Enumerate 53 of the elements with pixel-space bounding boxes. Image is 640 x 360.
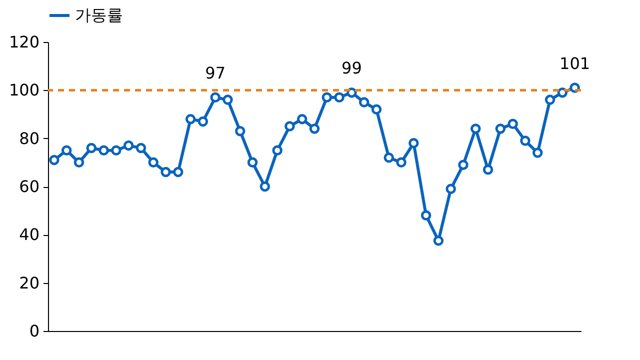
point xyxy=(420,210,432,221)
point xyxy=(173,166,184,178)
point xyxy=(198,116,208,127)
point xyxy=(384,152,394,163)
point xyxy=(86,142,97,154)
point xyxy=(160,166,171,178)
point xyxy=(408,138,419,148)
point xyxy=(222,94,233,105)
y-tick-label: 20 xyxy=(19,273,40,292)
point xyxy=(458,160,468,170)
point xyxy=(544,94,556,105)
point xyxy=(433,236,444,246)
point xyxy=(508,118,518,129)
y-tick-label: 80 xyxy=(19,128,40,148)
point xyxy=(334,92,344,103)
point xyxy=(371,104,382,115)
point xyxy=(470,124,481,134)
point xyxy=(111,145,122,156)
point xyxy=(495,124,506,134)
data-label: 97 xyxy=(205,63,226,82)
point xyxy=(235,126,246,136)
point xyxy=(520,136,530,146)
y-tick-label: 0 xyxy=(29,322,40,340)
y-tick-label: 120 xyxy=(8,32,40,52)
y-tick-label: 100 xyxy=(8,80,40,100)
point xyxy=(358,97,370,108)
point xyxy=(309,124,320,134)
point xyxy=(123,140,134,151)
point xyxy=(74,157,84,168)
point xyxy=(446,184,456,194)
point xyxy=(396,157,406,168)
point xyxy=(148,157,158,168)
point xyxy=(284,121,295,132)
y-tick-label: 40 xyxy=(19,225,40,244)
y-tick-label: 60 xyxy=(19,177,40,196)
point xyxy=(557,87,568,98)
point xyxy=(210,92,220,103)
point xyxy=(260,181,270,192)
point xyxy=(346,87,357,98)
point xyxy=(532,148,543,158)
data-label: 101 xyxy=(560,54,590,73)
point xyxy=(49,154,60,166)
point xyxy=(247,157,258,168)
point xyxy=(136,142,146,154)
point xyxy=(272,145,282,156)
point xyxy=(61,145,72,156)
point xyxy=(322,92,332,103)
point xyxy=(482,164,494,175)
point xyxy=(98,145,109,156)
legend-label: 가동률 xyxy=(75,6,123,24)
point xyxy=(296,114,308,124)
point xyxy=(185,114,196,124)
data-label: 99 xyxy=(342,58,362,78)
